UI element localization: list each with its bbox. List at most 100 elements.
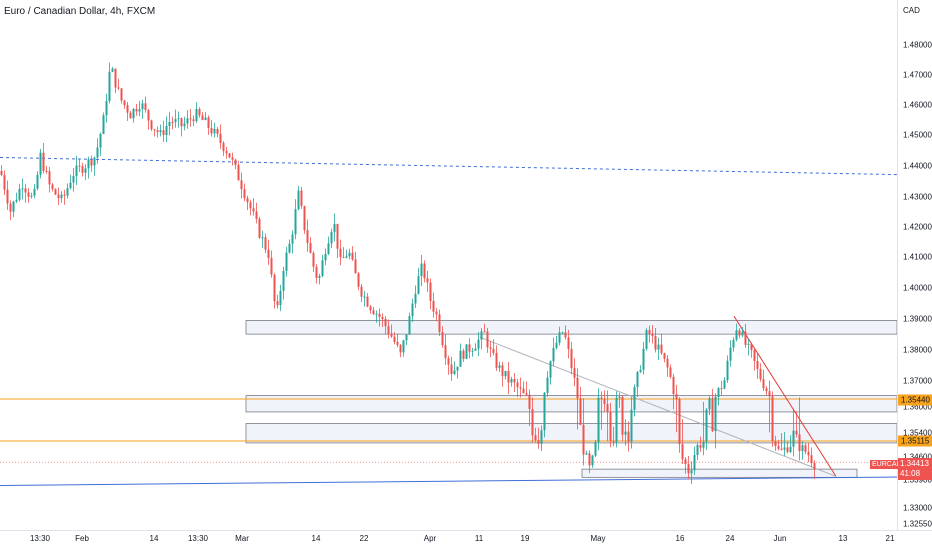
candle-body <box>375 313 378 315</box>
candle-body <box>813 463 816 469</box>
candle-body <box>456 366 459 371</box>
candle-body <box>654 335 657 350</box>
candle-body <box>789 446 792 452</box>
candle-body <box>534 435 537 441</box>
candle-body <box>0 171 3 176</box>
candle-body <box>165 126 168 136</box>
candle-body <box>285 252 288 271</box>
candle-body <box>561 332 564 334</box>
candle-body <box>186 118 189 124</box>
time-tick-label: Jun <box>773 534 787 543</box>
candle-body <box>171 121 174 123</box>
candle-body <box>735 330 738 340</box>
candle-body <box>618 396 621 398</box>
candle-body <box>237 164 240 181</box>
candle-body <box>75 165 78 177</box>
candle-body <box>216 128 219 134</box>
candle-body <box>696 445 699 456</box>
candle-body <box>486 331 489 348</box>
time-tick-label: May <box>590 534 606 543</box>
candle-body <box>522 388 525 394</box>
candle-body <box>276 301 279 306</box>
time-tick-label: 19 <box>520 534 530 543</box>
candle-body <box>699 445 702 448</box>
candle-body <box>540 430 543 444</box>
candle-body <box>792 430 795 447</box>
price-tick-label: 1.35400 <box>903 428 932 438</box>
candle-body <box>501 365 504 377</box>
candle-body <box>807 451 810 456</box>
level-label-upper: 1.35440 <box>898 394 932 406</box>
candle-body <box>213 128 216 134</box>
candle-body <box>162 130 165 136</box>
candle-body <box>498 365 501 368</box>
candle-body <box>582 424 585 455</box>
candle-body <box>354 259 357 274</box>
support-resistance-zone <box>581 468 858 478</box>
candle-body <box>552 347 555 362</box>
candle-body <box>378 313 381 317</box>
candle-body <box>591 455 594 466</box>
candle-body <box>741 331 744 336</box>
candle-body <box>720 388 723 390</box>
price-axis-divider <box>897 0 898 530</box>
candle-body <box>33 188 36 196</box>
candle-body <box>441 331 444 346</box>
candle-body <box>474 348 477 351</box>
candle-body <box>762 379 765 389</box>
candle-body <box>729 347 732 361</box>
candle-body <box>648 330 651 334</box>
candle-body <box>810 455 813 464</box>
candle-body <box>339 248 342 258</box>
candle-body <box>795 430 798 435</box>
candle-body <box>483 331 486 333</box>
candle-body <box>396 341 399 346</box>
candle-body <box>558 332 561 343</box>
candle-body <box>309 242 312 253</box>
candle-body <box>135 108 138 112</box>
candle-body <box>210 127 213 134</box>
candle-body <box>477 339 480 349</box>
candle-body <box>84 168 87 173</box>
price-tick-label: 1.44000 <box>903 161 932 171</box>
candle-body <box>390 333 393 337</box>
candle-body <box>111 68 114 72</box>
candle-body <box>177 118 180 120</box>
price-tick-label: 1.46000 <box>903 100 932 110</box>
candle-body <box>282 270 285 291</box>
dashed-trend-line <box>0 157 898 176</box>
candle-body <box>690 470 693 474</box>
candle-body <box>549 361 552 378</box>
price-tick-label: 1.47000 <box>903 70 932 80</box>
candle-body <box>303 206 306 231</box>
candle-body <box>675 394 678 399</box>
level-label-lower: 1.35115 <box>898 435 932 447</box>
candle-body <box>711 398 714 432</box>
candle-body <box>765 388 768 392</box>
candle-body <box>234 159 237 165</box>
candle-body <box>444 345 447 359</box>
candle-body <box>321 260 324 277</box>
price-tick-label: 1.45000 <box>903 130 932 140</box>
candle-body <box>423 263 426 279</box>
candle-body <box>624 431 627 435</box>
candle-body <box>27 192 30 197</box>
candle-body <box>465 344 468 359</box>
candle-body <box>123 100 126 106</box>
candle-body <box>702 441 705 448</box>
candle-body <box>54 189 57 195</box>
candle-body <box>372 310 375 315</box>
candle-body <box>159 130 162 133</box>
candle-body <box>405 334 408 341</box>
candle-body <box>207 117 210 128</box>
candle-body <box>492 348 495 353</box>
candle-body <box>417 276 420 294</box>
candle-body <box>243 189 246 199</box>
candle-body <box>192 119 195 122</box>
candle-body <box>78 165 81 167</box>
candle-body <box>366 296 369 307</box>
price-tick-label: 1.33900 <box>903 475 932 485</box>
candle-body <box>471 350 474 352</box>
